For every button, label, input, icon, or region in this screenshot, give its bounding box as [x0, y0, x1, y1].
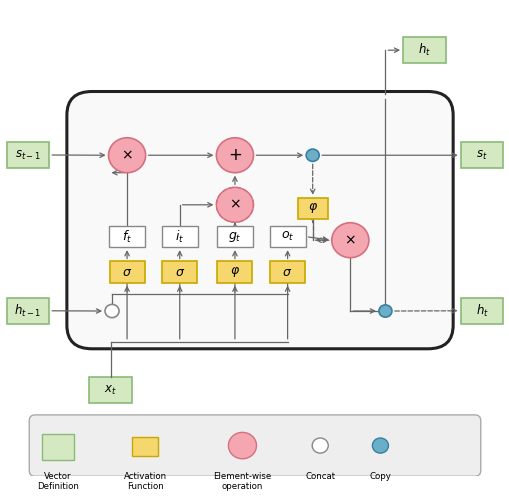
Bar	[270, 261, 304, 283]
Circle shape	[331, 223, 368, 258]
Bar	[162, 261, 197, 283]
Text: Element-wise
operation: Element-wise operation	[213, 472, 271, 491]
Text: Vector
Definition: Vector Definition	[37, 472, 79, 491]
Circle shape	[305, 149, 319, 161]
Text: $\sigma$: $\sigma$	[282, 265, 292, 279]
Circle shape	[228, 433, 256, 459]
Text: $\times$: $\times$	[229, 198, 240, 212]
Circle shape	[216, 187, 253, 222]
Circle shape	[312, 438, 328, 453]
Bar	[297, 198, 327, 219]
Text: $\varphi$: $\varphi$	[307, 201, 317, 215]
Bar	[89, 377, 132, 403]
Circle shape	[108, 138, 146, 173]
Bar	[132, 436, 158, 456]
Text: Copy: Copy	[369, 472, 390, 481]
Circle shape	[378, 305, 391, 317]
Text: $s_{t-1}$: $s_{t-1}$	[15, 148, 41, 162]
Text: $\sigma$: $\sigma$	[122, 265, 132, 279]
Bar	[460, 142, 502, 168]
Bar	[7, 298, 49, 324]
Text: $i_t$: $i_t$	[175, 229, 184, 245]
Text: $\sigma$: $\sigma$	[174, 265, 184, 279]
Text: $h_t$: $h_t$	[474, 303, 488, 319]
Bar	[402, 37, 445, 63]
Bar	[42, 434, 74, 460]
Bar	[161, 226, 197, 248]
Text: $x_t$: $x_t$	[104, 383, 117, 397]
Bar	[109, 261, 145, 283]
Text: $g_t$: $g_t$	[228, 230, 241, 244]
Text: $h_t$: $h_t$	[417, 42, 430, 58]
Bar	[216, 226, 252, 248]
Bar	[109, 226, 145, 248]
FancyBboxPatch shape	[67, 91, 453, 349]
Bar	[269, 226, 305, 248]
Text: $f_t$: $f_t$	[122, 229, 132, 245]
Text: $\times$: $\times$	[344, 233, 355, 247]
Bar	[7, 142, 49, 168]
Text: $o_t$: $o_t$	[280, 230, 294, 243]
FancyBboxPatch shape	[29, 415, 480, 476]
Circle shape	[105, 305, 119, 317]
Text: Concat: Concat	[304, 472, 334, 481]
Text: $\times$: $\times$	[121, 148, 133, 162]
Bar	[460, 298, 502, 324]
Circle shape	[372, 438, 388, 453]
Circle shape	[216, 138, 253, 173]
Text: $\varphi$: $\varphi$	[230, 265, 240, 279]
Text: Activation
Function: Activation Function	[123, 472, 166, 491]
Text: $h_{t-1}$: $h_{t-1}$	[14, 303, 42, 319]
Bar	[217, 261, 252, 283]
Text: $+$: $+$	[228, 146, 242, 164]
Text: $s_t$: $s_t$	[475, 148, 487, 162]
